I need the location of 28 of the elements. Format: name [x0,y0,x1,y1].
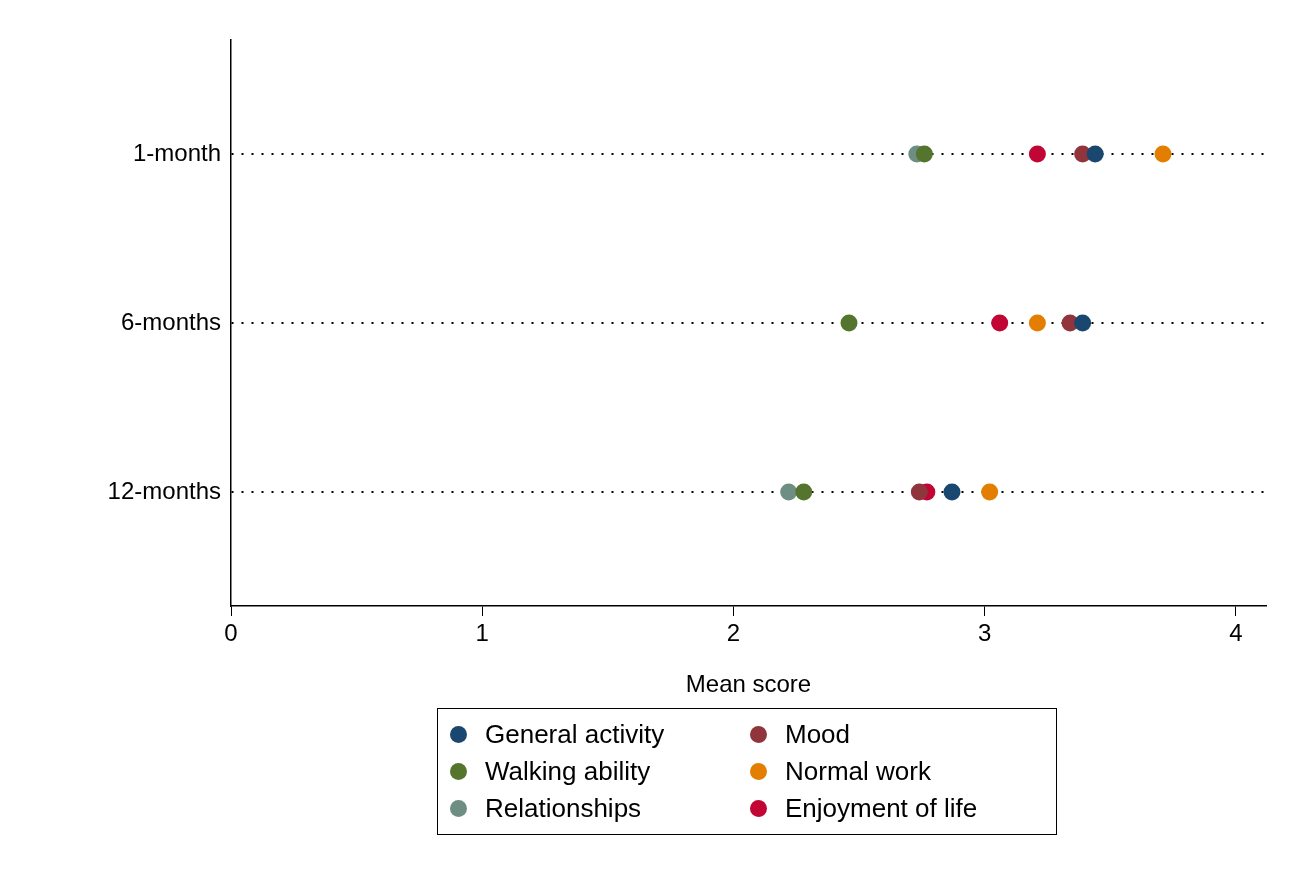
x-tick-label: 2 [726,619,741,647]
x-tick-label: 4 [1229,619,1243,647]
point [943,483,961,501]
point [991,314,1009,332]
x-tick-label: 0 [224,619,238,647]
x-axis-title: Mean score [685,670,812,698]
x-tick-label: 1 [475,619,489,647]
point [1086,145,1104,163]
point [981,483,999,501]
point [1074,314,1092,332]
y-tick-label: 6-months [120,307,221,335]
point [915,145,933,163]
point [910,483,928,501]
point [795,483,813,501]
legend-label: Mood [785,719,851,750]
legend-label: Enjoyment of life [785,793,978,824]
y-tick-label: 1-month [132,138,221,166]
point [1028,314,1046,332]
legend-label: Relationships [485,793,642,824]
point [1154,145,1172,163]
legend-label: Walking ability [485,756,651,787]
x-tick-label: 3 [977,619,992,647]
legend-label: General activity [485,719,665,750]
point [840,314,858,332]
y-tick-label: 12-months [107,476,221,504]
point [1028,145,1046,163]
point [780,483,798,501]
legend-label: Normal work [785,756,931,787]
